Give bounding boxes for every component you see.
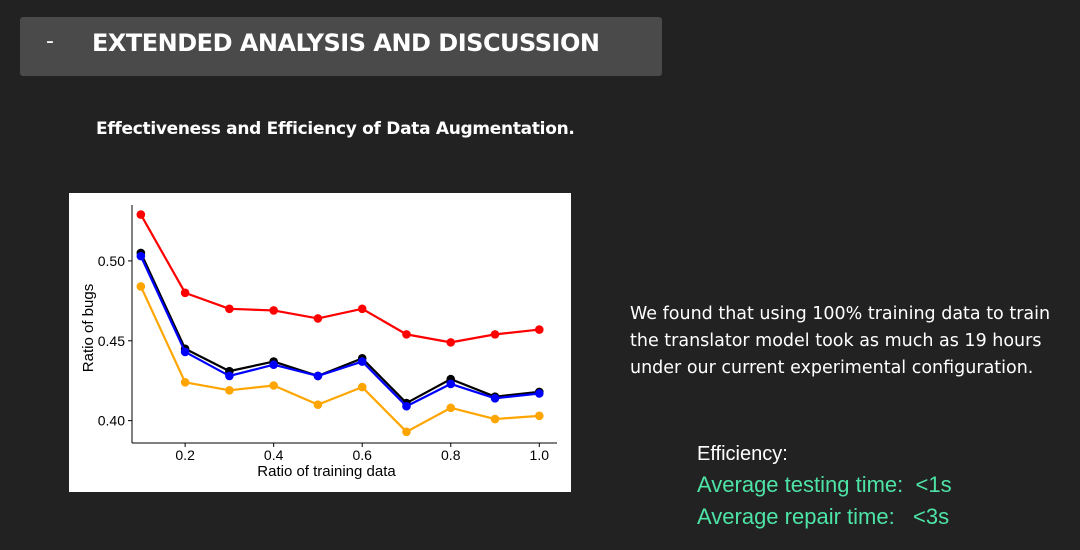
line-chart: 0.2 0.4 0.6 0.8 1.0 0.40 0.45 0.50 Ratio of trai… (80, 205, 557, 480)
series-0-point (490, 330, 500, 339)
average-testing-time: Average testing time: <1s (697, 472, 952, 497)
series-3-point (269, 381, 278, 390)
series-3-point (446, 403, 456, 413)
series-2-point (225, 371, 234, 381)
x-tick-label: 1.0 (530, 447, 550, 463)
series-0-point (313, 314, 323, 323)
series-0-point (534, 325, 544, 334)
slide-subtitle: Effectiveness and Efficiency of Data Aug… (96, 119, 575, 139)
y-tick-label: 0.50 (98, 253, 125, 269)
series-2-point (180, 347, 190, 357)
series-0-point (357, 304, 367, 314)
series-0-point (269, 306, 278, 315)
series-0-point (136, 210, 146, 219)
x-axis-label: Ratio of training data (257, 463, 396, 480)
series-0-point (180, 288, 190, 298)
series-2-point (269, 360, 278, 370)
section-title: EXTENDED ANALYSIS AND DISCUSSION (92, 29, 600, 57)
x-tick-label: 0.6 (352, 447, 372, 463)
x-tick-label: 0.2 (175, 447, 195, 463)
average-repair-time: Average repair time: <3s (697, 504, 950, 529)
finding-text: We found that using 100% training data t… (630, 304, 1051, 378)
series-0-point (225, 304, 234, 314)
series-3-point (136, 282, 146, 291)
series-0-point (446, 338, 456, 347)
series-2-point (490, 393, 500, 403)
section-header-bar (20, 17, 662, 76)
series-3-point (534, 411, 544, 421)
series-3-point (180, 378, 190, 387)
x-tick-label: 0.4 (264, 447, 284, 463)
series-2-point (136, 251, 146, 261)
series-2-point (402, 401, 411, 411)
series-3-point (490, 414, 500, 424)
series-1-line (139, 252, 540, 405)
series-2-line (139, 255, 540, 408)
series-3-line (139, 286, 540, 433)
x-tick-label: 0.8 (441, 447, 461, 463)
y-tick-label: 0.45 (98, 333, 125, 349)
series-2-point (313, 371, 323, 381)
series-0-line (139, 214, 540, 344)
y-axis-label: Ratio of bugs (80, 284, 97, 372)
chart-panel: 0.2 0.4 0.6 0.8 1.0 0.40 0.45 0.50 Ratio of trai… (69, 193, 571, 492)
efficiency-heading: Efficiency: (697, 443, 788, 465)
series-3-point (402, 427, 411, 437)
header-dash: - (46, 29, 54, 54)
series-3-point (225, 385, 234, 395)
series-3-point (357, 382, 367, 392)
series-2-point (357, 357, 367, 366)
series-2-point (446, 379, 456, 389)
series-2-point (534, 389, 544, 398)
series-3-point (313, 400, 323, 409)
y-tick-label: 0.40 (98, 413, 125, 429)
series-0-point (402, 330, 411, 339)
